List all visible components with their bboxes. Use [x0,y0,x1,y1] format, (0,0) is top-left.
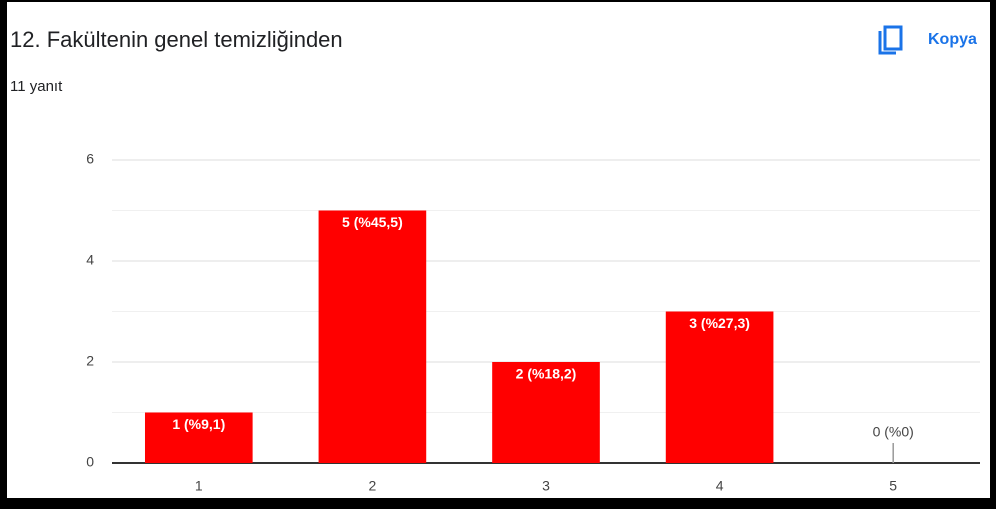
copy-icon-back [878,31,896,55]
y-tick-label: 6 [86,151,94,167]
copy-icon [883,25,903,51]
y-tick-label: 4 [86,252,94,268]
question-title: 12. Fakültenin genel temizliğinden [10,27,343,52]
x-tick-label: 5 [889,478,897,494]
data-label: 0 (%0) [873,424,914,440]
bar [144,412,253,463]
data-label: 2 (%18,2) [516,366,577,382]
bar [318,210,427,463]
data-label: 1 (%9,1) [172,416,225,432]
y-tick-label: 2 [86,353,94,369]
copy-label[interactable]: Kopya [928,31,977,48]
y-tick-label: 0 [86,454,94,470]
bar [665,311,774,463]
response-count: 11 yanıt [10,78,63,95]
x-tick-label: 3 [542,478,550,494]
x-tick-label: 2 [369,478,377,494]
data-label: 5 (%45,5) [342,214,403,230]
copy-button[interactable]: Kopya [878,25,977,55]
data-label: 3 (%27,3) [689,315,750,331]
bar [492,362,600,463]
x-tick-label: 4 [716,478,724,494]
x-tick-label: 1 [195,478,203,494]
